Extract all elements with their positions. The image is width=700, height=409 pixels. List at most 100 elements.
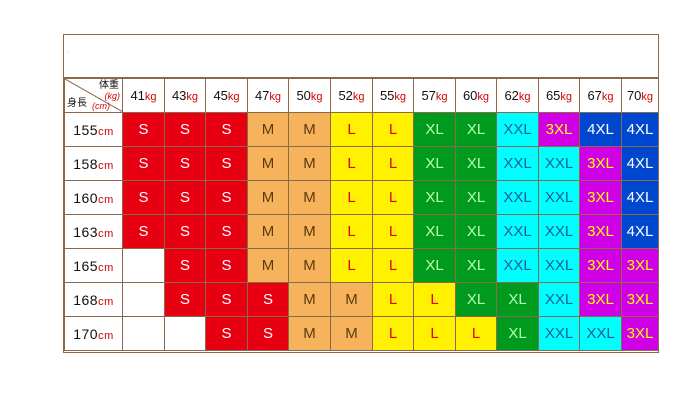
weight-value: 47 (254, 88, 270, 103)
size-cell: S (164, 282, 206, 317)
weight-unit: kg (227, 91, 240, 103)
size-cell: L (372, 316, 414, 351)
height-axis-label: 身長 (67, 98, 87, 109)
weight-value: 70 (626, 88, 642, 103)
size-cell: XXL (496, 146, 539, 181)
size-cell: XL (455, 214, 497, 249)
size-cell: S (205, 146, 248, 181)
height-header: 165cm (64, 248, 123, 283)
size-cell: M (330, 282, 373, 317)
height-header: 158cm (64, 146, 123, 181)
size-cell: 3XL (621, 248, 659, 283)
size-cell: XL (413, 180, 456, 215)
size-cell: 3XL (579, 214, 622, 249)
size-cell: L (330, 214, 373, 249)
size-cell: S (122, 180, 165, 215)
size-cell: L (330, 146, 373, 181)
weight-value: 57 (421, 88, 436, 103)
size-cell: XXL (538, 248, 580, 283)
size-cell: XXL (496, 214, 539, 249)
size-cell: M (288, 146, 331, 181)
weight-header: 47kg (247, 78, 289, 113)
size-cell: M (247, 146, 289, 181)
size-cell: 3XL (579, 180, 622, 215)
weight-unit: kg (352, 91, 365, 103)
size-cell: 4XL (579, 112, 622, 147)
size-cell: M (330, 316, 373, 351)
size-cell: 4XL (621, 146, 659, 181)
size-cell: 4XL (621, 112, 659, 147)
size-cell: L (372, 214, 414, 249)
weight-axis-unit: (kg) (104, 91, 121, 101)
size-cell: L (455, 316, 497, 351)
size-cell: XXL (538, 180, 580, 215)
size-cell: L (372, 146, 414, 181)
height-value: 158 (73, 155, 99, 172)
height-unit: cm (98, 125, 114, 138)
empty-cell (122, 316, 165, 351)
height-header: 160cm (64, 180, 123, 215)
size-cell: 4XL (621, 214, 659, 249)
size-cell: L (330, 248, 373, 283)
weight-header: 52kg (330, 78, 373, 113)
title-dot: . (67, 48, 69, 54)
size-cell: L (330, 112, 373, 147)
weight-unit: kg (144, 91, 157, 103)
size-cell: S (164, 112, 206, 147)
size-cell: XL (455, 112, 497, 147)
weight-unit: kg (560, 91, 573, 103)
height-row: 155cm S S S M M L L XL XL XXL 3XL 4XL 4XL (64, 112, 659, 147)
weight-value: 52 (338, 88, 353, 103)
size-cell: S (122, 112, 165, 147)
size-cell: S (247, 316, 289, 351)
size-cell: L (372, 112, 414, 147)
size-cell: M (247, 112, 289, 147)
size-cell: 3XL (621, 282, 659, 317)
size-cell: XL (496, 282, 539, 317)
size-cell: S (164, 248, 206, 283)
weight-header-row: 体重 (kg) 身長 (cm) 41kg 43kg 45kg 47kg 50kg 52kg… (64, 78, 659, 113)
weight-unit: kg (269, 91, 282, 103)
size-table: 体重 (kg) 身長 (cm) 41kg 43kg 45kg 47kg 50kg 52kg… (64, 78, 659, 351)
size-cell: M (288, 248, 331, 283)
size-cell: L (372, 282, 414, 317)
corner-cell: 体重 (kg) 身長 (cm) (64, 78, 123, 113)
size-cell: XL (413, 248, 456, 283)
empty-cell (122, 282, 165, 317)
size-cell: XXL (538, 146, 580, 181)
size-cell: L (372, 248, 414, 283)
weight-value: 50 (296, 88, 311, 103)
weight-value: 60 (462, 88, 478, 103)
corner-diagonal (65, 79, 122, 112)
weight-unit: kg (435, 91, 448, 103)
size-cell: L (372, 180, 414, 215)
size-cell: 3XL (579, 248, 622, 283)
size-cell: M (247, 248, 289, 283)
weight-value: 55 (379, 88, 395, 103)
height-value: 160 (73, 189, 99, 206)
size-cell: S (164, 180, 206, 215)
size-cell: XXL (538, 214, 580, 249)
size-cell: M (288, 180, 331, 215)
height-unit: cm (98, 295, 114, 308)
height-header: 155cm (64, 112, 123, 147)
size-cell: S (205, 282, 248, 317)
weight-unit: kg (310, 91, 323, 103)
size-cell: XXL (579, 316, 622, 351)
weight-value: 62 (504, 88, 519, 103)
size-cell: S (205, 316, 248, 351)
weight-unit: kg (477, 91, 490, 103)
height-value: 165 (73, 257, 99, 274)
height-axis-unit: (cm) (92, 101, 110, 111)
weight-header: 65kg (538, 78, 580, 113)
height-value: 170 (73, 325, 99, 342)
weight-axis-label: 体重 (99, 80, 119, 91)
height-row: 163cm S S S M M L L XL XL XXL XXL 3XL 4XL (64, 214, 659, 249)
height-unit: cm (98, 261, 114, 274)
size-cell: S (205, 180, 248, 215)
weight-header: 67kg (579, 78, 622, 113)
empty-cell (122, 248, 165, 283)
height-row: 168cm S S S M M L L XL XL XXL 3XL 3XL (64, 282, 659, 317)
size-cell: XL (413, 112, 456, 147)
size-cell: L (413, 316, 456, 351)
